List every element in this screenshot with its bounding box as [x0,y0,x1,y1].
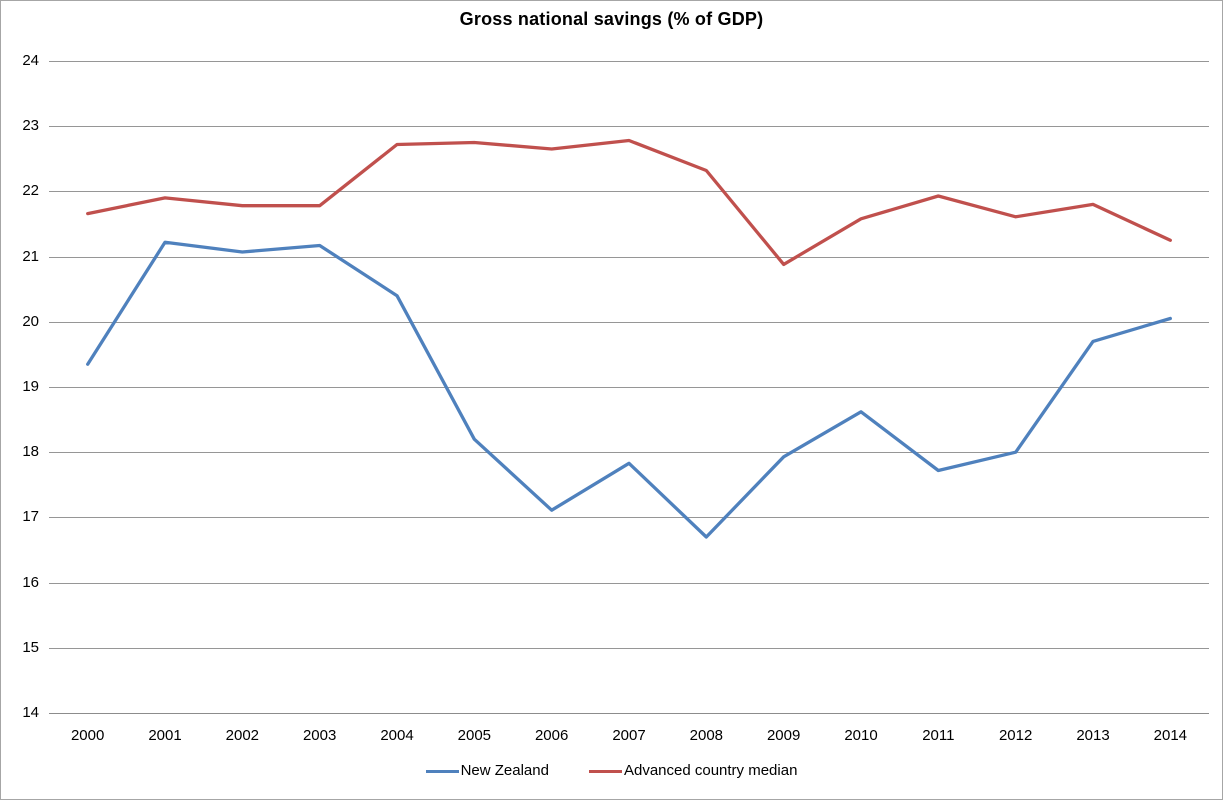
x-tick-label-2001: 2001 [148,727,182,744]
legend-item-advanced-country-median: Advanced country median [588,761,798,781]
series-line-advanced-country-median [86,138,1172,267]
y-tick-label-17: 17 [22,508,39,526]
legend-line-swatch-new-zealand [425,769,459,773]
x-tick-label-2013: 2013 [1076,727,1110,744]
legend-label-new-zealand: New Zealand [460,762,549,779]
x-tick-label-2003: 2003 [302,727,337,744]
chart-title: Gross national savings (% of GDP) [459,9,764,29]
legend-label-advanced-country-median: Advanced country median [623,762,798,779]
x-tick-label-2012: 2012 [998,727,1033,744]
series-line-new-zealand [86,240,1172,539]
y-tick-label-19: 19 [22,378,39,395]
x-tick-label-2014: 2014 [1153,727,1188,744]
y-tick-label-23: 23 [22,117,39,135]
legend: New Zealand Advanced country median [1,761,1222,781]
y-tick-label-16: 16 [22,573,39,591]
x-tick-label-2002: 2002 [225,727,260,744]
y-tick-label-22: 22 [22,182,39,200]
y-tick-label-15: 15 [22,638,39,656]
y-tick-label-18: 18 [22,443,39,461]
x-tick-label-2005: 2005 [457,727,492,744]
x-tick-label-2004: 2004 [380,727,414,744]
x-tick-label-2007: 2007 [612,727,646,744]
y-tick-label-21: 21 [22,247,39,265]
x-tick-label-2009: 2009 [766,727,801,744]
x-tick-label-2011: 2011 [922,727,955,744]
y-tick-label-14: 14 [22,704,39,721]
x-tick-label-2010: 2010 [844,727,878,744]
x-tick-label-2000: 2000 [70,727,105,744]
x-tick-label-2008: 2008 [689,727,724,744]
legend-line-swatch-advanced-country-median [588,769,622,773]
y-tick-label-20: 20 [22,312,39,330]
x-tick-label-2006: 2006 [534,727,569,744]
legend-item-new-zealand: New Zealand [425,761,549,781]
y-tick-label-24: 24 [22,52,39,69]
